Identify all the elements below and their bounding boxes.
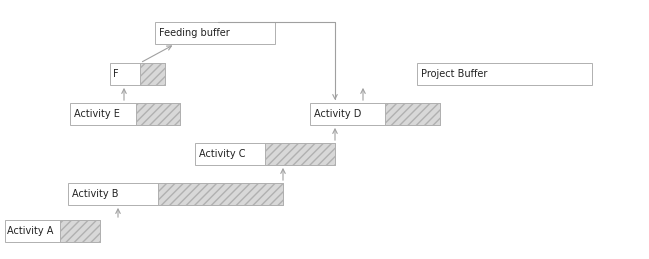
Bar	[70, 103, 180, 125]
Bar	[60, 220, 100, 242]
Bar	[417, 63, 592, 85]
Bar	[155, 22, 275, 44]
Bar	[110, 63, 165, 85]
Text: Activity D: Activity D	[314, 109, 361, 119]
Text: Project Buffer: Project Buffer	[421, 69, 487, 79]
Text: F: F	[113, 69, 119, 79]
Text: Activity A: Activity A	[7, 226, 53, 236]
Text: Activity E: Activity E	[74, 109, 120, 119]
Bar	[136, 103, 180, 125]
Bar	[68, 183, 283, 205]
Bar	[195, 143, 335, 165]
Bar	[386, 103, 440, 125]
Bar	[140, 63, 165, 85]
Bar	[265, 143, 335, 165]
Text: Feeding buffer: Feeding buffer	[159, 28, 230, 38]
Text: Activity C: Activity C	[199, 149, 245, 159]
Bar	[5, 220, 100, 242]
Text: Activity B: Activity B	[72, 189, 119, 199]
Bar	[310, 103, 440, 125]
Bar	[158, 183, 283, 205]
